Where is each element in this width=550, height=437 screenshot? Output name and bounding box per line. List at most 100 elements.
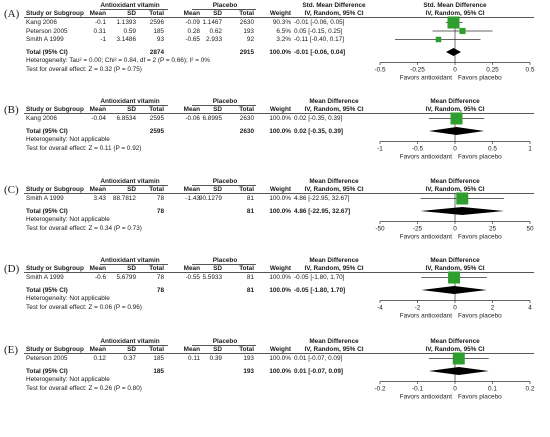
header-divider [100,264,168,265]
ctl-sd: 2.933 [206,36,222,43]
column-study: Study or Subgroup [26,10,84,17]
column-mean: Mean [183,265,200,272]
column-mean: Mean [89,265,106,272]
total-ci: -0.05 [-1.80, 1.70] [294,286,346,294]
study-weight: 3.2% [276,36,291,43]
pooled-estimate-diamond [421,286,487,294]
header-divider [100,105,168,106]
column-sd: SD [213,106,222,113]
column-weight: Weight [269,10,291,17]
exp-total-sum: 78 [156,207,164,215]
exp-total-sum: 2595 [149,127,164,135]
favors-left-label: Favors antioxidant [400,234,452,241]
control-group-header: Placebo [212,338,238,345]
ctl-total: 2630 [239,115,254,122]
column-study: Study or Subgroup [26,106,84,113]
x-tick-label: 0 [453,67,457,74]
forest-panel-c: (C) Antioxidant vitamin Placebo Mean Differ… [0,178,550,256]
header-divider [100,185,168,186]
exp-sd: 0.37 [123,355,136,362]
x-tick-label: 4 [528,305,532,312]
exp-sd: 6.8534 [116,115,136,122]
pooled-estimate-diamond [428,367,489,375]
header-divider [192,9,256,10]
exp-total-sum: 185 [153,367,164,375]
total-ci: 4.86 [-22.95, 32.67] [294,207,351,215]
column-sd: SD [213,186,222,193]
column-mean: Mean [183,10,200,17]
column-sd: SD [213,265,222,272]
forest-plot: -0.2 -0.1 0 0.1 0.2 Favors antioxidant Favors … [374,352,535,401]
column-mean: Mean [89,10,106,17]
column-total: Total [239,106,254,113]
header-divider [192,105,256,106]
overall-effect-text: Test for overall effect: Z = 0.26 (P = 0… [26,384,142,392]
study-name: Peterson 2005 [26,27,68,35]
forest-method: IV, Random, 95% CI [425,10,485,17]
favors-left-label: Favors antioxidant [400,313,452,320]
x-tick-label: 25 [489,226,497,233]
exp-total-sum: 2874 [149,48,164,56]
ctl-total: 81 [246,274,254,281]
experimental-group-header: Antioxidant vitamin [100,98,160,105]
study-estimate-box [452,352,465,365]
study-estimate-box [435,36,442,43]
x-tick-label: -2 [415,305,421,312]
forest-method: IV, Random, 95% CI [425,106,485,113]
x-tick-label: 1 [528,146,532,153]
x-tick-label: -0.25 [410,67,425,74]
column-sd: SD [127,106,136,113]
total-weight: 100.0% [269,48,291,56]
column-sd: SD [127,186,136,193]
x-tick-label: 50 [526,226,534,233]
study-name: Kang 2006 [26,115,57,122]
ctl-total: 193 [243,355,254,362]
x-tick-label: 0.1 [488,386,497,393]
total-weight: 100.0% [269,207,291,215]
panel-label: (E) [4,344,19,356]
favors-right-label: Favors placebo [458,394,502,401]
total-label: Total (95% CI) [26,286,68,294]
total-label: Total (95% CI) [26,127,68,135]
favors-right-label: Favors placebo [458,75,502,82]
study-name: Peterson 2005 [26,355,68,362]
column-mean: Mean [89,186,106,193]
ctl-sd: 0.39 [209,355,222,362]
study-ci: 0.01 [-0.07, 0.09] [294,355,343,362]
column-total: Total [149,186,164,193]
exp-total: 78 [156,195,164,202]
ctl-total: 193 [243,27,254,35]
ctl-sd: 0.62 [209,27,222,35]
study-ci: 0.02 [-0.35, 0.39] [294,115,343,122]
column-total: Total [149,265,164,272]
overall-effect-text: Test for overall effect: Z = 0.11 (P = 0… [26,144,142,152]
x-tick-label: -25 [413,226,423,233]
total-weight: 100.0% [269,367,291,375]
column-total: Total [239,346,254,353]
x-tick-label: 0 [453,305,457,312]
total-label: Total (95% CI) [26,367,68,375]
total-label: Total (95% CI) [26,207,68,215]
forest-method: IV, Random, 95% CI [425,265,485,272]
study-weight: 6.5% [276,27,291,35]
heterogeneity-text: Heterogeneity: Not applicable [26,216,110,223]
forest-measure-header: Std. Mean Difference [423,2,487,9]
x-tick-label: -50 [375,226,385,233]
ctl-total: 81 [246,195,254,202]
ctl-sd: 6.8995 [202,115,222,122]
column-study: Study or Subgroup [26,265,84,272]
study-name: Smith A 1999 [26,274,64,281]
effect-measure-header: Mean Difference [309,98,359,105]
column-total: Total [149,10,164,17]
effect-measure-header: Mean Difference [309,338,359,345]
exp-total: 93 [156,36,164,43]
study-estimate-box [447,16,460,29]
column-mean: Mean [183,106,200,113]
pooled-estimate-diamond [446,48,461,56]
favors-left-label: Favors antioxidant [400,394,452,401]
effect-measure-header: Std. Mean Difference [302,2,366,9]
x-tick-label: 0 [453,386,457,393]
header-divider [100,9,168,10]
exp-total: 2596 [149,19,164,26]
column-mean: Mean [183,346,200,353]
